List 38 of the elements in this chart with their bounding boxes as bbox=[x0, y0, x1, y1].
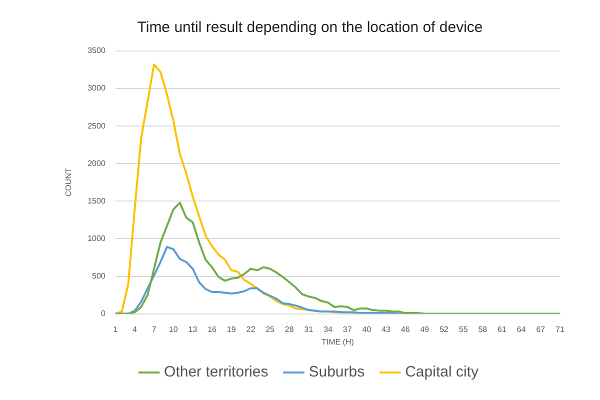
y-tick-label: 3500 bbox=[88, 46, 106, 56]
y-tick-label: 2000 bbox=[88, 158, 106, 168]
x-tick-label: 40 bbox=[362, 324, 372, 334]
x-tick-label: 7 bbox=[152, 324, 157, 334]
x-tick-label: 25 bbox=[266, 324, 276, 334]
x-tick-label: 19 bbox=[226, 324, 236, 334]
x-tick-label: 10 bbox=[168, 324, 178, 334]
x-tick-label: 13 bbox=[188, 324, 198, 334]
y-tick-label: 0 bbox=[100, 309, 106, 318]
x-tick-label: 43 bbox=[382, 324, 392, 334]
legend-label: Capital city bbox=[405, 364, 479, 381]
x-tick-label: 61 bbox=[498, 324, 508, 334]
x-tick-label: 58 bbox=[478, 324, 488, 334]
x-tick-label: 64 bbox=[516, 324, 526, 334]
x-tick-label: 37 bbox=[342, 324, 352, 334]
x-tick-label: 55 bbox=[458, 324, 468, 334]
x-tick-label: 49 bbox=[420, 324, 430, 334]
y-tick-label: 1000 bbox=[88, 234, 106, 243]
y-tick-label: 3000 bbox=[88, 84, 106, 93]
y-tick-label: 2500 bbox=[88, 121, 106, 130]
legend-label: Suburbs bbox=[308, 364, 365, 381]
legend-label: Other territories bbox=[164, 364, 268, 381]
x-tick-label: 1 bbox=[113, 324, 118, 334]
x-tick-label: 22 bbox=[246, 324, 256, 334]
x-tick-label: 67 bbox=[536, 324, 546, 334]
y-axis-title: COUNT bbox=[64, 168, 74, 197]
x-tick-label: 16 bbox=[208, 324, 218, 334]
x-tick-label: 46 bbox=[400, 324, 410, 334]
x-axis-title: TIME (H) bbox=[321, 337, 354, 346]
y-tick-label: 1500 bbox=[88, 196, 106, 206]
chart-title: Time until result depending on the location of device bbox=[137, 19, 483, 36]
x-tick-label: 4 bbox=[132, 324, 138, 334]
y-tick-label: 500 bbox=[92, 271, 106, 280]
x-tick-label: 31 bbox=[304, 324, 314, 334]
x-tick-label: 34 bbox=[324, 324, 334, 334]
x-tick-label: 28 bbox=[284, 324, 294, 334]
x-tick-label: 52 bbox=[440, 324, 450, 334]
x-tick-label: 71 bbox=[556, 324, 565, 334]
